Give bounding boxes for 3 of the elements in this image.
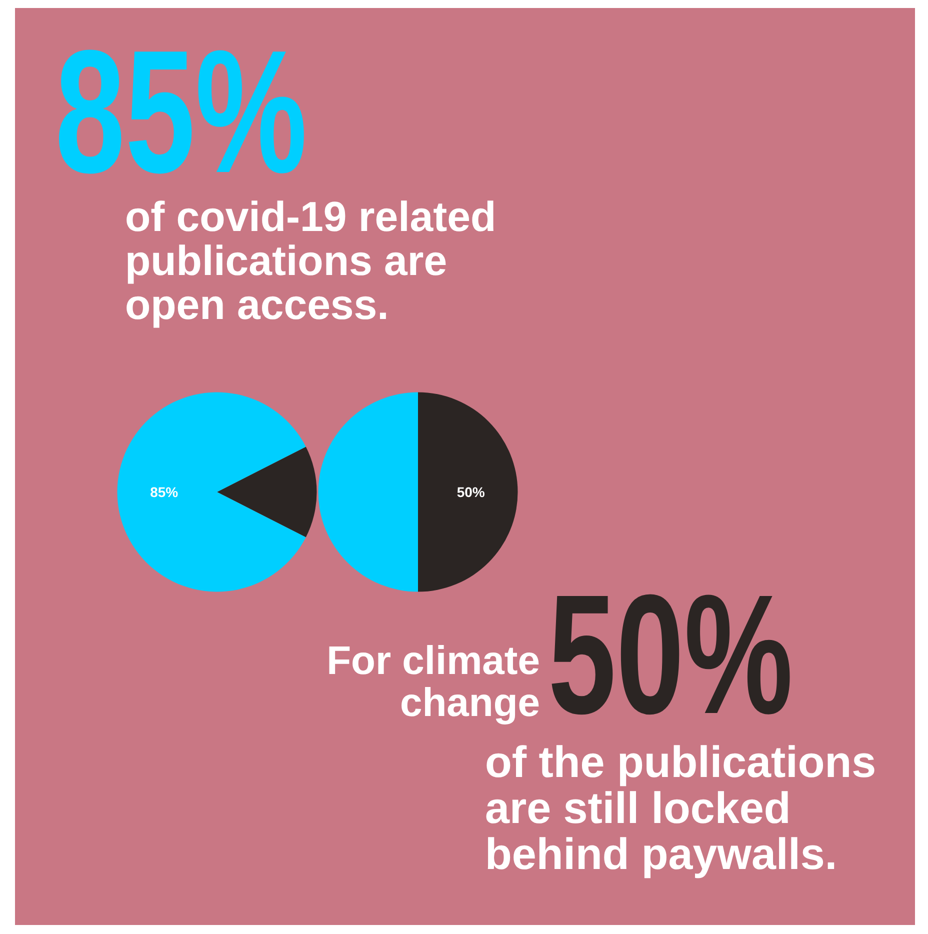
text: For climate change: [326, 639, 540, 725]
data-label: 85%: [150, 484, 179, 500]
data-label: 50%: [456, 484, 486, 500]
